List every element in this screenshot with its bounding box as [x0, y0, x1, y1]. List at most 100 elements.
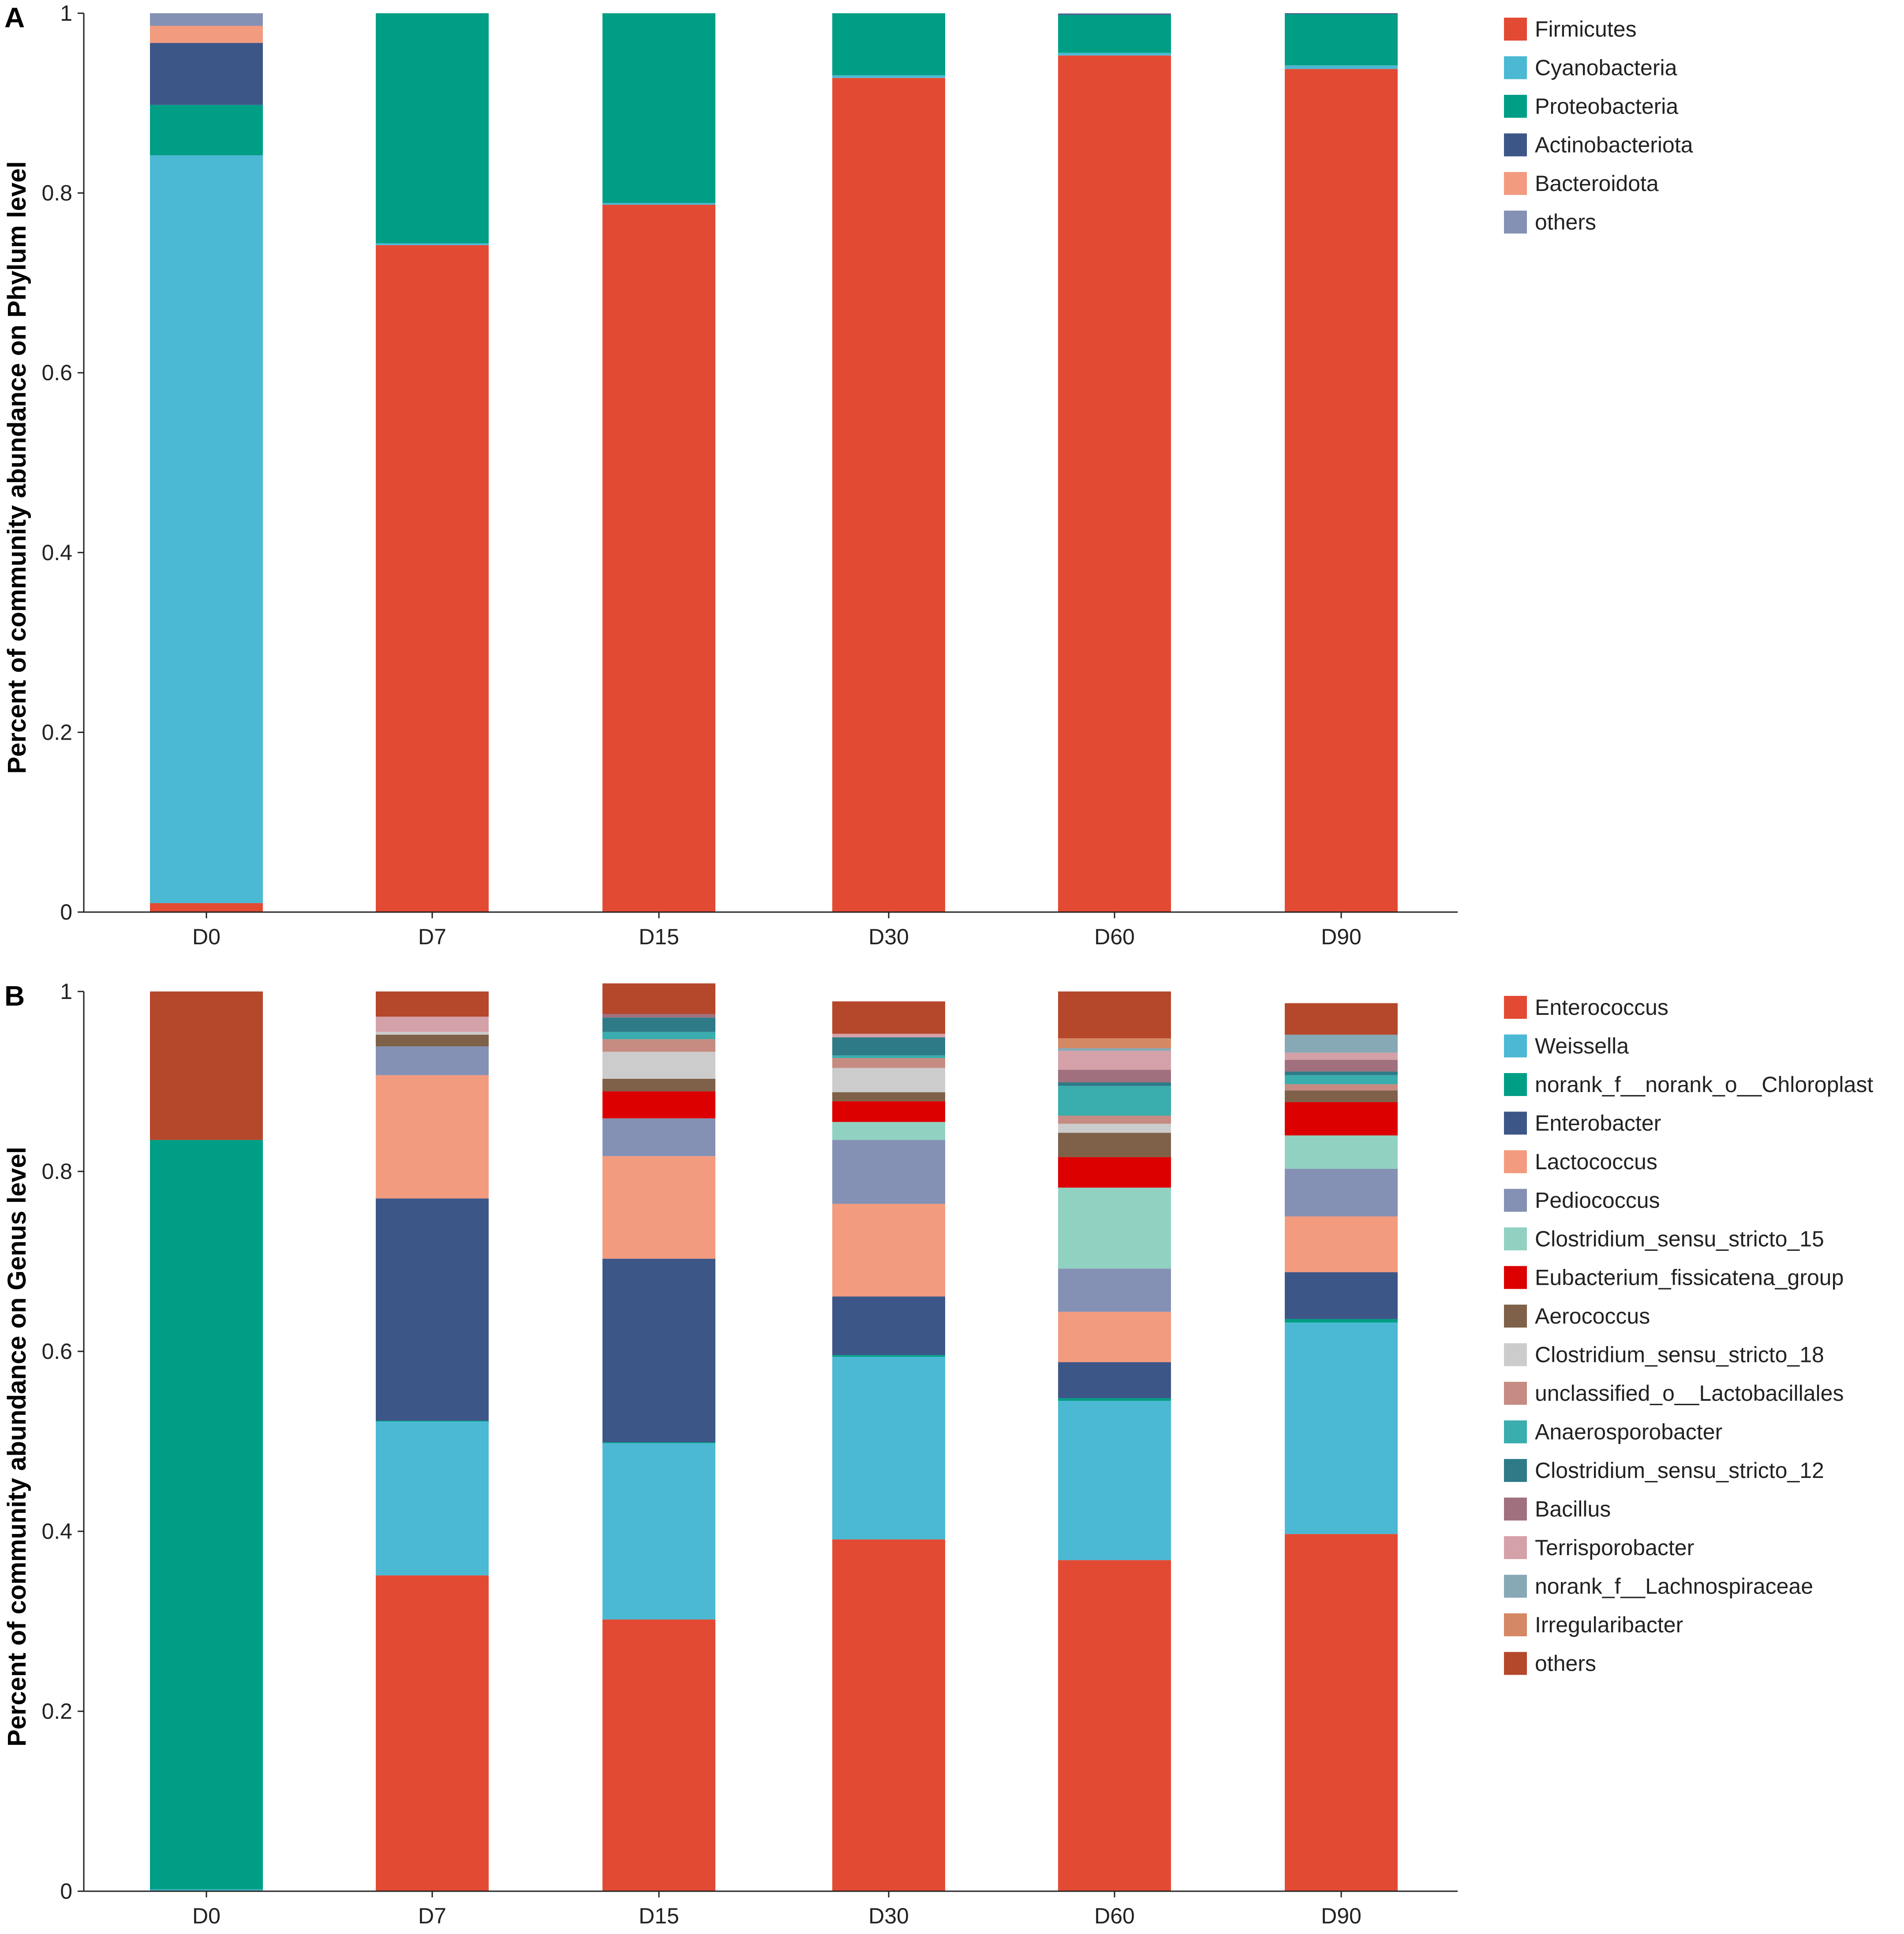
panel-a-legend-item: Actinobacteriota — [1504, 133, 1693, 157]
panel-a-legend-label: Actinobacteriota — [1535, 133, 1693, 157]
panel-a-bar-d60-series-5 — [1058, 13, 1171, 15]
panel-b-bar-d15-series-7 — [602, 1091, 715, 1119]
panel-a-chart: A Percent of community abundance on Phyl… — [3, 1, 1693, 949]
panel-b-bar-d30-series-14 — [832, 1033, 945, 1038]
panel-b-legend-swatch — [1504, 1111, 1527, 1135]
panel-b-bar-d90-series-12 — [1285, 1071, 1398, 1075]
panel-a-legend-swatch — [1504, 172, 1527, 195]
panel-b-bar-d7-series-14 — [376, 1017, 489, 1032]
panel-a-legend-swatch — [1504, 95, 1527, 118]
panel-b-legend-swatch — [1504, 1150, 1527, 1173]
panel-b-legend-label: Weissella — [1535, 1034, 1629, 1059]
panel-a-bar-d30-series-2 — [832, 13, 945, 75]
panel-b-bar-d90-series-3 — [1285, 1272, 1398, 1319]
panel-b-bar-d90-series-2 — [1285, 1319, 1398, 1323]
panel-a-x-tick-label-d15: D15 — [639, 924, 679, 949]
panel-b-y-axis-label: Percent of community abundance on Genus … — [3, 1147, 31, 1747]
panel-b-legend-label: Enterobacter — [1535, 1111, 1661, 1136]
panel-a-y-tick-label: 0.6 — [41, 360, 72, 385]
panel-b-x-tick-label-d0: D0 — [192, 1904, 221, 1928]
panel-b-bar-d90-series-15 — [1285, 1034, 1398, 1053]
panel-a-y-tick-label: 1 — [60, 1, 72, 26]
panel-b-bar-d60-series-7 — [1058, 1157, 1171, 1188]
panel-a-bar-d30-series-0 — [832, 78, 945, 913]
panel-a-legend-label: Bacteroidota — [1535, 171, 1659, 196]
panel-b-bar-d90-series-7 — [1285, 1102, 1398, 1136]
panel-b-legend-item: Clostridium_sensu_stricto_12 — [1504, 1458, 1824, 1483]
panel-b-legend-label: Lactococcus — [1535, 1149, 1657, 1174]
panel-b-bar-d90-series-8 — [1285, 1090, 1398, 1102]
panel-b-legend-item: Clostridium_sensu_stricto_15 — [1504, 1227, 1824, 1251]
panel-a-bar-d60-series-2 — [1058, 15, 1171, 53]
panel-b-legend-swatch — [1504, 1189, 1527, 1212]
panel-b-legend-swatch — [1504, 1420, 1527, 1444]
panel-a-y-tick-label: 0.8 — [41, 181, 72, 206]
panel-b-legend-swatch — [1504, 1382, 1527, 1405]
panel-b-legend-label: Terrisporobacter — [1535, 1535, 1694, 1560]
panel-b-bar-d30-series-2 — [832, 1355, 945, 1357]
panel-b-bar-d30-series-4 — [832, 1204, 945, 1297]
panel-b-bar-d15-series-2 — [602, 1442, 715, 1444]
panel-b-bar-d30-series-7 — [832, 1101, 945, 1122]
panel-a-legend-item: Bacteroidota — [1504, 171, 1659, 196]
panel-a-bars — [150, 13, 1398, 913]
panel-a-bar-d90-series-3 — [1285, 13, 1398, 15]
panel-a-y-axis-label: Percent of community abundance on Phylum… — [3, 161, 31, 774]
panel-b-bar-d90-series-13 — [1285, 1060, 1398, 1072]
panel-a-bar-d90-series-1 — [1285, 65, 1398, 69]
panel-b-legend-item: Eubacterium_fissicatena_group — [1504, 1265, 1844, 1290]
panel-b-legend-label: Eubacterium_fissicatena_group — [1535, 1265, 1844, 1290]
panel-b-y-tick-label: 0 — [60, 1879, 72, 1904]
panel-b-bar-d90-series-5 — [1285, 1168, 1398, 1216]
panel-a-bar-d7-series-0 — [376, 245, 489, 913]
panel-a-y-tick-label: 0 — [60, 900, 72, 924]
panel-b-bar-d30-series-17 — [832, 1001, 945, 1034]
panel-b-bar-d60-series-14 — [1058, 1051, 1171, 1070]
panel-b-legend-item: Clostridium_sensu_stricto_18 — [1504, 1343, 1824, 1367]
panel-b-bars — [150, 983, 1398, 1891]
panel-a-bar-d90-series-2 — [1285, 14, 1398, 66]
panel-b-bar-d60-series-6 — [1058, 1187, 1171, 1269]
panel-b-bar-d7-series-0 — [376, 1575, 489, 1891]
panel-b-legend-label: Anaerosporobacter — [1535, 1420, 1722, 1444]
panel-a-y-tick-label: 0.4 — [41, 540, 72, 565]
panel-a-bar-d0-series-0 — [150, 903, 263, 912]
panel-a-legend-item: others — [1504, 210, 1596, 235]
panel-b-bar-d90-series-10 — [1285, 1084, 1398, 1091]
panel-b-bar-d30-series-0 — [832, 1539, 945, 1891]
panel-b-bar-d15-series-11 — [602, 1032, 715, 1040]
panel-b-bar-d7-series-5 — [376, 1046, 489, 1075]
panel-b-bar-d60-series-9 — [1058, 1123, 1171, 1133]
panel-b-bar-d15-series-17 — [602, 983, 715, 1014]
panel-a-legend-swatch — [1504, 18, 1527, 41]
panel-a-legend: Firmicutes Cyanobacteria Proteobacteria Act… — [1504, 17, 1693, 235]
panel-a-bar-d0-series-4 — [150, 26, 263, 43]
panel-a-letter: A — [4, 2, 25, 34]
panel-b-x-tick-label-d60: D60 — [1094, 1904, 1135, 1928]
panel-b-bar-d30-series-11 — [832, 1055, 945, 1058]
panel-b-x-tick-label-d7: D7 — [418, 1904, 446, 1928]
panel-b-legend-swatch — [1504, 1536, 1527, 1559]
panel-b-bar-d15-series-3 — [602, 1258, 715, 1443]
panel-b-bar-d60-series-1 — [1058, 1401, 1171, 1560]
panel-b-bar-d60-series-17 — [1058, 991, 1171, 1039]
panel-b-legend-item: unclassified_o__Lactobacillales — [1504, 1381, 1844, 1406]
panel-b-legend-label: others — [1535, 1651, 1596, 1676]
panel-a-bar-d90-series-0 — [1285, 69, 1398, 913]
panel-b-bar-d7-series-4 — [376, 1075, 489, 1199]
panel-a-bar-d7-series-2 — [376, 13, 489, 243]
panel-b-bar-d7-series-8 — [376, 1034, 489, 1047]
panel-b-bar-d7-series-1 — [376, 1422, 489, 1575]
panel-b-bar-d60-series-10 — [1058, 1115, 1171, 1124]
panel-b-legend-label: Clostridium_sensu_stricto_12 — [1535, 1458, 1824, 1483]
panel-b-bar-d30-series-12 — [832, 1037, 945, 1055]
panel-a-x-tick-label-d60: D60 — [1094, 924, 1135, 949]
panel-a-x-tick-label-d30: D30 — [868, 924, 909, 949]
panel-b-legend-label: Pediococcus — [1535, 1188, 1660, 1213]
panel-b-bar-d60-series-3 — [1058, 1362, 1171, 1399]
panel-b-legend-item: Weissella — [1504, 1034, 1629, 1059]
panel-b-y-tick-label: 0.6 — [41, 1339, 72, 1364]
panel-b-legend-item: Terrisporobacter — [1504, 1535, 1694, 1560]
panel-a-x-tick-label-d90: D90 — [1321, 924, 1362, 949]
